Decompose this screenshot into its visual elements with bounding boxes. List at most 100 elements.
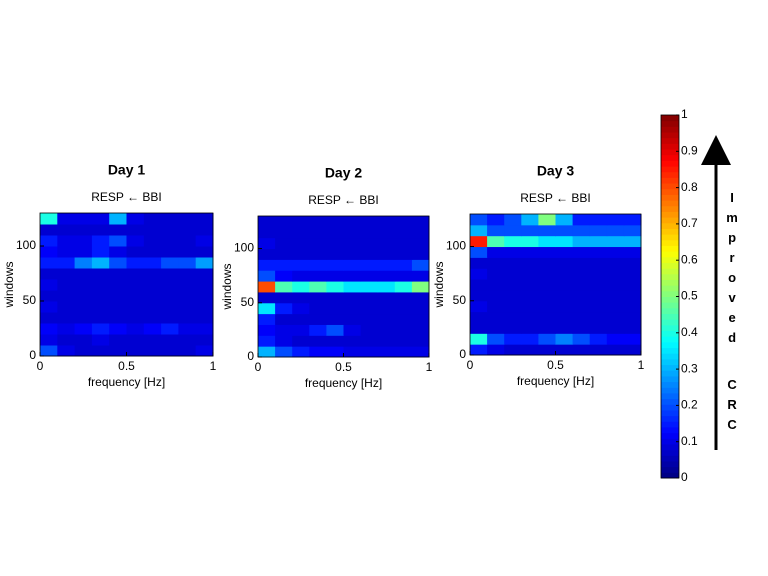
heat-cell bbox=[57, 257, 76, 269]
heat-cell bbox=[40, 345, 58, 357]
heat-cell bbox=[521, 322, 539, 334]
heat-cell bbox=[504, 224, 522, 237]
y-tick-label: 100 bbox=[234, 241, 254, 255]
heat-cell bbox=[258, 313, 276, 325]
heat-cell bbox=[275, 248, 293, 260]
heat-cell bbox=[538, 235, 556, 248]
heat-cell bbox=[377, 313, 396, 325]
colorbar-swatch bbox=[661, 375, 679, 383]
heat-cell bbox=[623, 246, 642, 258]
x-tick-label: 1 bbox=[638, 358, 645, 372]
heat-cell bbox=[343, 324, 362, 336]
heat-cell bbox=[143, 235, 162, 247]
colorbar-swatch bbox=[661, 239, 679, 246]
heat-cell bbox=[572, 268, 591, 280]
heat-cell bbox=[126, 290, 145, 302]
heat-cell bbox=[109, 213, 127, 225]
heat-cell bbox=[521, 268, 539, 280]
panel-title: Day 1 bbox=[108, 162, 146, 178]
x-tick-label: 0 bbox=[255, 360, 262, 374]
heat-cell bbox=[91, 323, 110, 335]
heat-cell bbox=[309, 259, 327, 271]
heat-cell bbox=[91, 312, 110, 324]
heat-cell bbox=[143, 257, 162, 269]
heat-cell bbox=[275, 346, 293, 358]
heat-cell bbox=[538, 322, 556, 334]
heat-cell bbox=[40, 213, 58, 225]
heat-cell bbox=[309, 313, 327, 325]
heat-cell bbox=[40, 279, 58, 291]
colorbar-swatch bbox=[661, 324, 679, 332]
heat-cell bbox=[126, 268, 145, 280]
colorbar-swatch bbox=[661, 183, 679, 190]
heat-cell bbox=[521, 257, 539, 269]
heat-cell bbox=[377, 281, 396, 293]
heat-cell bbox=[161, 235, 179, 247]
y-tick-label: 50 bbox=[23, 293, 37, 307]
colorbar-swatch bbox=[661, 279, 679, 286]
heat-cell bbox=[40, 290, 58, 302]
heat-cell bbox=[394, 291, 413, 304]
heat-cell bbox=[589, 333, 608, 345]
colorbar-swatch bbox=[661, 205, 679, 212]
y-axis-label: windows bbox=[220, 263, 234, 310]
colorbar-swatch bbox=[661, 302, 679, 309]
heat-cell bbox=[343, 216, 362, 228]
heat-cell bbox=[360, 259, 379, 271]
heat-cell bbox=[606, 246, 625, 258]
heat-cell bbox=[470, 235, 488, 248]
heat-cell bbox=[572, 246, 591, 258]
heat-cell bbox=[623, 344, 642, 356]
heat-cell bbox=[91, 235, 110, 247]
heat-cell bbox=[589, 344, 608, 356]
heat-cell bbox=[521, 300, 539, 313]
heat-cell bbox=[91, 290, 110, 302]
heat-cell bbox=[195, 301, 214, 313]
heat-cell bbox=[195, 268, 214, 280]
heat-cell bbox=[555, 300, 574, 313]
heat-cell bbox=[126, 312, 145, 324]
heat-cell bbox=[326, 259, 344, 271]
heat-cell bbox=[589, 322, 608, 334]
panel-subtitle: RESP ← BBI bbox=[308, 193, 378, 207]
y-tick-label: 0 bbox=[247, 349, 254, 363]
heat-cell bbox=[309, 291, 327, 304]
panel-title: Day 2 bbox=[325, 165, 363, 181]
heat-cell bbox=[275, 324, 293, 336]
heat-cell bbox=[411, 346, 430, 358]
heat-cell bbox=[195, 334, 214, 346]
heat-cell bbox=[470, 268, 488, 280]
heat-cell bbox=[589, 214, 608, 226]
heat-cell bbox=[394, 313, 413, 325]
heat-cell bbox=[411, 248, 430, 260]
colorbar-swatch bbox=[661, 330, 679, 337]
heat-cell bbox=[258, 226, 276, 239]
heat-cell bbox=[275, 226, 293, 239]
heat-cell bbox=[360, 324, 379, 336]
colorbar-swatch bbox=[661, 268, 679, 275]
heat-cell bbox=[343, 226, 362, 239]
heat-cell bbox=[623, 268, 642, 280]
heat-cell bbox=[394, 237, 413, 250]
heat-cell bbox=[292, 281, 310, 293]
heat-cell bbox=[74, 323, 93, 335]
y-tick-label: 50 bbox=[241, 295, 255, 309]
heat-cell bbox=[292, 226, 310, 239]
colorbar-swatch bbox=[661, 313, 679, 320]
heat-cell bbox=[572, 311, 591, 323]
heat-cell bbox=[161, 224, 179, 236]
heat-cell bbox=[275, 302, 293, 315]
heat-cell bbox=[487, 311, 505, 323]
heat-cell bbox=[411, 237, 430, 250]
heat-cell bbox=[377, 216, 396, 228]
heat-cell bbox=[470, 214, 488, 226]
colorbar-swatch bbox=[661, 228, 679, 235]
heat-cell bbox=[126, 257, 145, 269]
heat-cell bbox=[40, 323, 58, 335]
heat-cell bbox=[487, 214, 505, 226]
heat-cell bbox=[195, 213, 214, 225]
heat-cell bbox=[109, 257, 127, 269]
heat-cell bbox=[309, 281, 327, 293]
heat-cell bbox=[258, 281, 276, 293]
heat-cell bbox=[504, 246, 522, 258]
